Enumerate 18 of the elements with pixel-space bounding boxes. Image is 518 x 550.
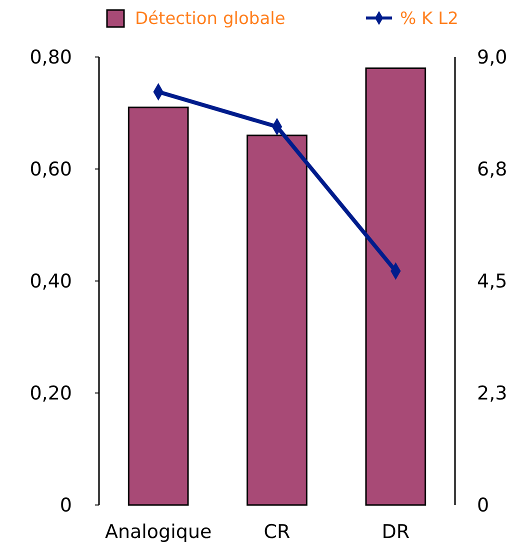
legend-label: % K L2: [400, 8, 458, 29]
bar: [128, 106, 189, 506]
y-tick-label: 0,60: [30, 158, 72, 181]
bar: [246, 134, 308, 506]
y-tick-label: 0,20: [30, 382, 72, 405]
y2-tick-label: 2,3: [477, 382, 508, 405]
y2-tick-label: 6,8: [477, 158, 508, 181]
bar: [365, 67, 426, 506]
y2-tick-label: 9,0: [477, 46, 508, 69]
y-tick-label: 0: [60, 494, 72, 517]
y-tick-label: 0,40: [30, 270, 72, 293]
y-tick-label: 0,80: [30, 46, 72, 69]
x-tick-label: CR: [264, 521, 290, 543]
x-tick-label: Analogique: [104, 521, 212, 543]
y2-tick-label: 4,5: [477, 270, 508, 293]
y2-tick-label: 0: [477, 494, 490, 517]
legend-label: Détection globale: [135, 8, 286, 29]
x-tick-label: DR: [382, 521, 410, 543]
